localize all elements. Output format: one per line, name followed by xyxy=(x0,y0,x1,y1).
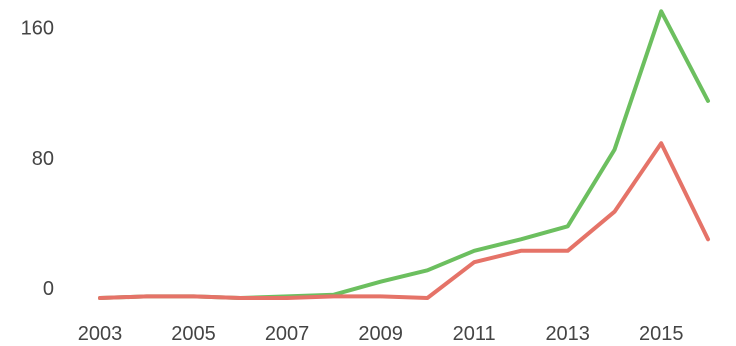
y-tick-label-80: 80 xyxy=(32,148,54,170)
x-tick-label-2011: 2011 xyxy=(453,323,496,345)
series-line-red xyxy=(98,141,710,300)
x-tick-label-2013: 2013 xyxy=(545,323,590,345)
y-tick-label-0: 0 xyxy=(43,278,54,300)
x-tick-label-2005: 2005 xyxy=(171,323,216,345)
y-axis: 0 80 160 xyxy=(21,18,54,301)
x-tick-label-2009: 2009 xyxy=(358,323,403,345)
series-line-green xyxy=(98,9,710,300)
series-layer xyxy=(98,9,710,300)
x-tick-label-2015: 2015 xyxy=(639,323,684,345)
x-tick-label-2003: 2003 xyxy=(78,323,123,345)
x-tick-label-2007: 2007 xyxy=(265,323,310,345)
y-tick-label-160: 160 xyxy=(21,18,54,40)
x-axis: 2003 2005 2007 2009 2011 2013 2015 xyxy=(78,323,684,345)
